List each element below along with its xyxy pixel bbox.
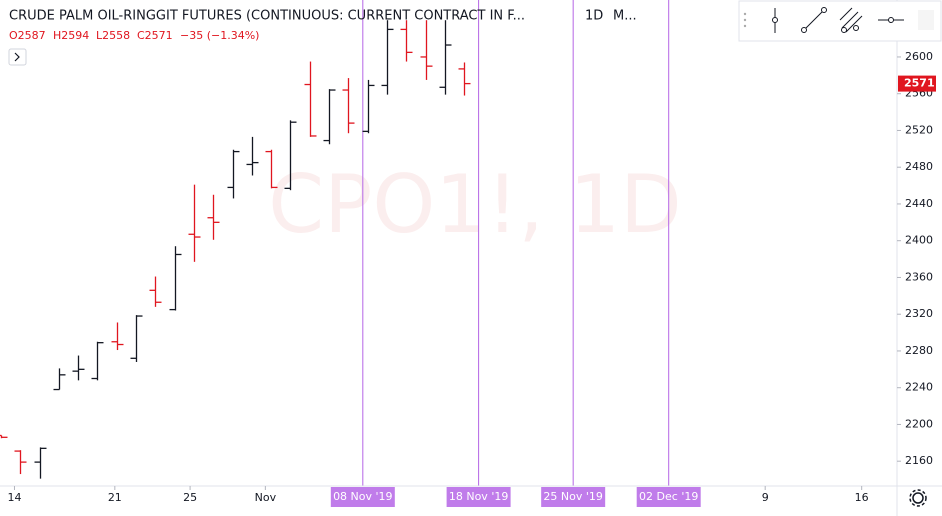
ohlc-bar [439,20,452,95]
y-tick-label: 2160 [905,454,933,467]
expand-button[interactable] [8,48,27,66]
marker-label: 08 Nov '19 [333,490,392,503]
tool-vertical-line[interactable] [772,8,778,33]
ohlc-bar [14,450,27,475]
y-tick-label: 2440 [905,197,933,210]
y-tick-label: 2200 [905,417,933,430]
ohlc-bar [227,149,240,199]
ohlc-open: O2587 [9,29,46,42]
y-tick-label: 2520 [905,123,933,136]
ohlc-bar [34,447,47,479]
plot [0,0,670,486]
watermark: CPO1!, 1D [268,158,681,251]
ohlc-bar [420,20,433,80]
tool-more[interactable] [918,10,934,30]
ohlc-bar [111,322,124,351]
marker-label: 18 Nov '19 [449,490,508,503]
ohlc-bar [342,78,355,134]
interval: 1D [585,9,603,24]
marker-label-bg [541,487,606,507]
x-tick-label: 25 [183,491,197,504]
ohlc-bar [169,246,182,311]
marker-label-bg [446,487,511,507]
x-tick-label: 14 [7,491,21,504]
ohlc-bar [0,434,8,439]
ohlc-bar [284,120,297,191]
drawing-toolbar [738,0,942,42]
ohlc-bar [362,79,375,134]
ohlc-bar [265,149,278,189]
y-tick-label: 2600 [905,50,933,63]
ohlc-bar [149,276,162,307]
ohlc-bar [323,89,336,145]
tool-horizontal-line[interactable] [878,17,904,23]
last-price-label: 2571 [904,77,935,90]
tool-trend-line[interactable] [801,7,827,33]
y-tick-label: 2320 [905,307,933,320]
ohlc-bar [400,20,413,62]
y-tick-label: 2360 [905,270,933,283]
ohlc-bar [53,368,66,391]
ohlc-low: L2558 [96,29,130,42]
ohlc-high: H2594 [53,29,89,42]
marker-label-bg [636,487,701,507]
ohlc-bar [381,20,394,95]
ohlc-bar [72,355,85,381]
y-tick-label: 2280 [905,344,933,357]
marker-label: 25 Nov '19 [543,490,602,503]
y-tick-label: 2240 [905,381,933,394]
x-tick-label: 9 [762,491,769,504]
x-tick-label: 16 [855,491,869,504]
ohlc-bar [207,194,220,240]
ohlc-bar [130,315,143,362]
y-tick-label: 2400 [905,234,933,247]
ohlc-change: −35 (−1.34%) [180,29,259,42]
ohlc-bar [188,184,201,262]
ohlc-bar [304,61,317,137]
x-tick-label: 21 [108,491,122,504]
settings-gear[interactable] [909,489,927,507]
x-tick-label: Nov [255,491,277,504]
symbol-title: CRUDE PALM OIL-RINGGIT FUTURES (CONTINUO… [9,9,525,24]
marker-label-bg [330,487,395,507]
marker-label: 02 Dec '19 [639,490,698,503]
ohlc-bar [246,136,259,176]
ohlc-close: C2571 [137,29,173,42]
last-price-badge [898,75,936,92]
tool-pitchfork[interactable] [839,7,863,33]
y-tick-label: 2480 [905,160,933,173]
toolbar-handle[interactable] [743,12,747,28]
ohlc-bar [458,62,471,96]
exchange: M... [613,9,637,24]
ohlc-bar [91,341,104,381]
